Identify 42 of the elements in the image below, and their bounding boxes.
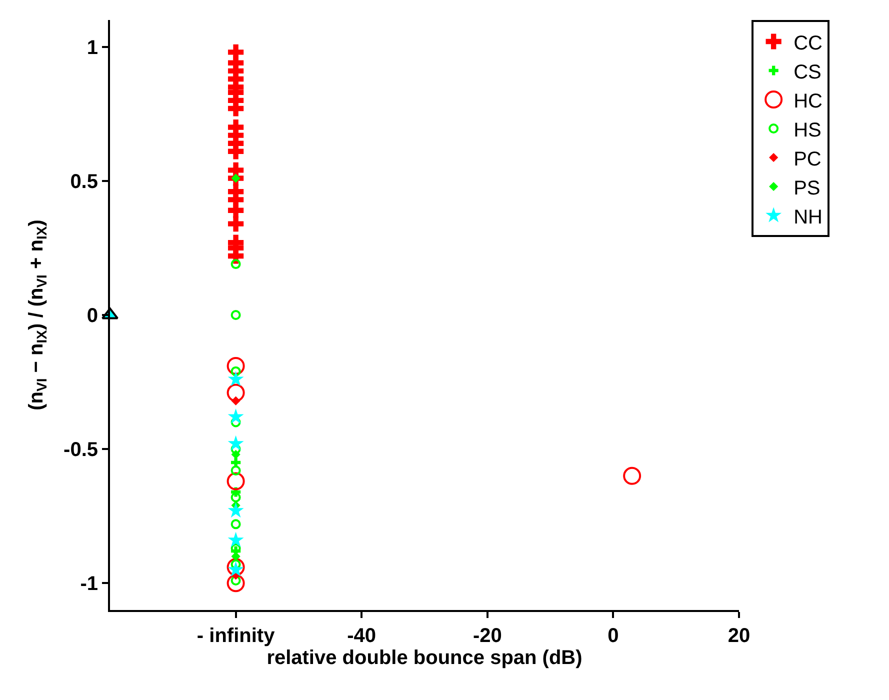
point: [230, 366, 241, 376]
point: [230, 543, 241, 554]
y-tick-label: -0.5: [64, 439, 98, 462]
x-tick-label: 20: [728, 625, 750, 647]
point: [226, 356, 245, 375]
legend-label: PS: [794, 177, 820, 200]
point: [231, 450, 240, 459]
y-tick-label: 0: [86, 305, 98, 327]
x-tick-label: 0: [608, 625, 619, 647]
point: [228, 561, 244, 577]
legend-label: HS: [794, 119, 822, 142]
point: [228, 502, 244, 518]
x-tick-label: -40: [347, 625, 376, 647]
point: [623, 466, 642, 485]
legend-label: CC: [794, 32, 822, 54]
point: [228, 532, 244, 548]
legend-label: PC: [794, 148, 822, 170]
point: [231, 396, 240, 406]
point: [228, 216, 244, 232]
point: [228, 370, 244, 386]
point: [230, 519, 241, 530]
legend-label: HC: [794, 90, 822, 112]
point: [230, 492, 241, 502]
legend-label: NH: [794, 206, 822, 228]
point: [228, 435, 244, 451]
point: [228, 408, 244, 424]
point: [226, 384, 245, 402]
x-tick-label: - infinity: [196, 625, 276, 647]
point: [228, 202, 244, 218]
y-tick-label: 1: [86, 36, 98, 59]
point: [230, 417, 241, 428]
x-tick-label: -20: [472, 625, 502, 647]
point: [230, 466, 241, 476]
point: [230, 259, 241, 270]
y-tick-label: 0.5: [70, 170, 98, 193]
point: [226, 472, 245, 490]
point: [226, 558, 245, 576]
x-axis-title: relative double bounce span (dB): [266, 647, 582, 669]
y-tick-label: -1: [80, 573, 98, 596]
point: [226, 574, 245, 592]
point: [230, 310, 241, 320]
legend-label: CS: [794, 61, 822, 84]
